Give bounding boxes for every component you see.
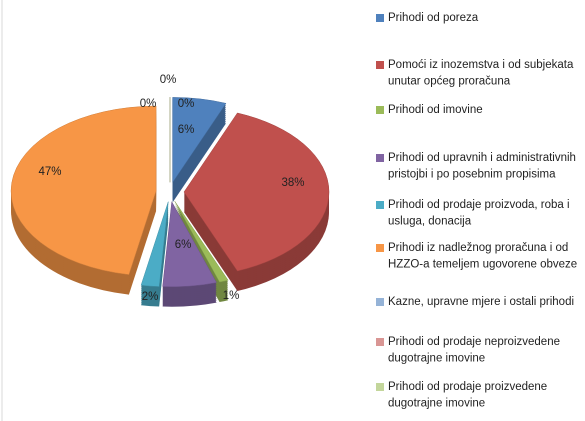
legend-swatch bbox=[376, 298, 384, 306]
legend-line: Kazne, upravne mjere i ostali prihodi bbox=[388, 296, 574, 308]
legend-line: Prihodi od prodaje neproizvedene bbox=[388, 336, 560, 348]
slice bbox=[162, 200, 217, 287]
slice bbox=[10, 105, 157, 275]
legend-label: Prihodi od upravnih i administrativnih pr… bbox=[388, 152, 576, 181]
legend-label: Kazne, upravne mjere i ostali prihodi bbox=[388, 296, 574, 308]
legend-line: Prihodi od imovine bbox=[388, 104, 483, 116]
slice bbox=[172, 97, 227, 184]
legend-swatch bbox=[376, 106, 384, 114]
legend-line: dugotrajne imovine bbox=[388, 398, 485, 410]
legend-line: usluga, donacija bbox=[388, 216, 472, 228]
legend-label: Pomoći iz inozemstva i od subjekata unuta… bbox=[388, 59, 574, 88]
legend-line: unutar općeg proračuna bbox=[388, 76, 511, 88]
data-label: 6% bbox=[175, 239, 192, 251]
data-label: 38% bbox=[281, 177, 304, 189]
data-label: 2% bbox=[142, 291, 159, 303]
legend-label: Prihodi od prodaje neproizvedene dugotraj… bbox=[388, 336, 560, 365]
legend-swatch bbox=[376, 14, 384, 22]
legend-line: Prihodi od upravnih i administrativnih bbox=[388, 152, 576, 164]
legend-swatch bbox=[376, 338, 384, 346]
legend-swatch bbox=[376, 383, 384, 391]
data-label: 47% bbox=[38, 166, 61, 178]
legend-label: Prihodi od prodaje proizvedene dugotrajne… bbox=[388, 381, 547, 410]
legend-swatch bbox=[376, 244, 384, 252]
legend-line: Prihodi od prodaje proizvoda, roba i bbox=[388, 199, 570, 211]
legend-line: Pomoći iz inozemstva i od subjekata bbox=[388, 59, 574, 71]
legend-label: Prihodi od prodaje proizvoda, roba i uslu… bbox=[388, 199, 570, 228]
legend-label: Prihodi iz nadležnog proračuna i od HZZO-… bbox=[388, 242, 577, 271]
slice bbox=[174, 201, 229, 283]
legend-swatch bbox=[376, 61, 384, 69]
slice bbox=[140, 201, 169, 287]
legend-label: Prihodi od poreza bbox=[388, 12, 479, 24]
legend-line: Prihodi od poreza bbox=[388, 12, 479, 24]
data-label: 1% bbox=[223, 290, 240, 302]
data-label: 0% bbox=[160, 74, 177, 86]
data-label: 6% bbox=[178, 124, 195, 136]
legend-swatch bbox=[376, 201, 384, 209]
pie bbox=[10, 97, 330, 307]
legend-line: HZZO-a temeljem ugovorene obveze bbox=[388, 259, 577, 271]
data-label: 0% bbox=[140, 98, 157, 110]
legend-label: Prihodi od imovine bbox=[388, 104, 483, 116]
slice bbox=[183, 112, 330, 272]
legend-swatch bbox=[376, 154, 384, 162]
legend-line: dugotrajne imovine bbox=[388, 353, 485, 365]
data-label: 0% bbox=[178, 98, 195, 110]
legend-line: Prihodi od prodaje proizvedene bbox=[388, 381, 547, 393]
legend-line: Prihodi iz nadležnog proračuna i od bbox=[388, 242, 568, 254]
legend-line: pristojbi i po posebnim propisima bbox=[388, 169, 556, 181]
